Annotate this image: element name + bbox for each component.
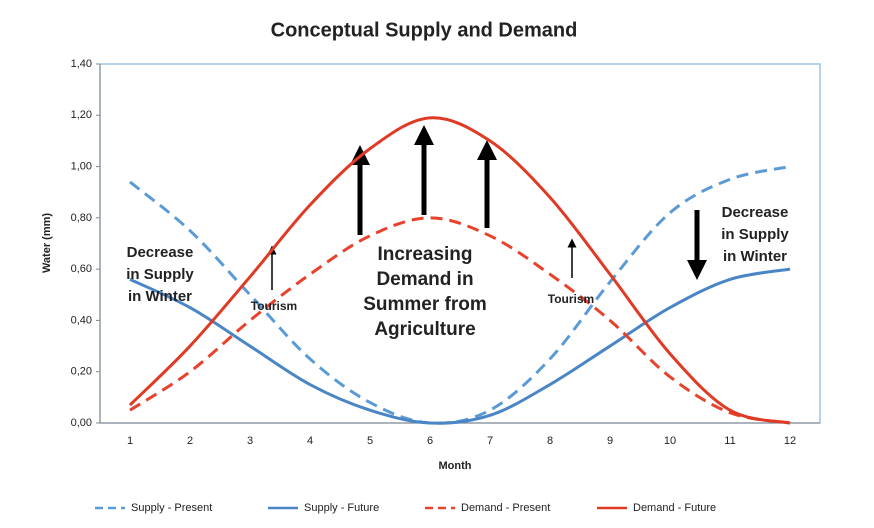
annotation: in Winter xyxy=(128,288,192,305)
x-tick-label: 6 xyxy=(427,435,433,447)
legend-label: Demand - Future xyxy=(633,502,716,514)
arrows xyxy=(267,125,707,290)
annotation: Demand in xyxy=(376,269,473,290)
y-tick-label: 0,60 xyxy=(71,263,92,275)
y-tick-label: 1,20 xyxy=(71,109,92,121)
series-line xyxy=(128,116,791,425)
x-tick-label: 5 xyxy=(367,435,373,447)
y-tick-label: 0,40 xyxy=(71,314,92,326)
x-tick-label: 8 xyxy=(547,435,553,447)
legend-label: Supply - Present xyxy=(131,502,212,514)
y-tick-label: 0,00 xyxy=(71,417,92,429)
annotation: Tourism xyxy=(548,292,594,306)
x-tick-label: 1 xyxy=(127,435,133,447)
annotation: in Supply xyxy=(126,266,194,283)
y-tick-label: 1,40 xyxy=(71,58,92,70)
annotation: Summer from xyxy=(363,294,487,315)
x-tick-label: 7 xyxy=(487,435,493,447)
legend-label: Demand - Present xyxy=(461,502,550,514)
x-tick-label: 11 xyxy=(724,435,735,447)
legend-label: Supply - Future xyxy=(304,502,379,514)
annotation: in Supply xyxy=(721,226,789,243)
annotation: Increasing xyxy=(377,244,472,265)
x-tick-label: 4 xyxy=(307,435,313,447)
annotation: Tourism xyxy=(251,299,297,313)
y-axis-label: Water (mm) xyxy=(41,213,53,273)
y-tick-label: 0,20 xyxy=(71,366,92,378)
x-axis-label: Month xyxy=(439,460,472,472)
x-tick-label: 9 xyxy=(607,435,613,447)
y-tick-label: 0,80 xyxy=(71,212,92,224)
annotation: Decrease xyxy=(127,244,194,261)
series-line xyxy=(129,267,791,425)
annotation: Agriculture xyxy=(374,319,475,340)
annotation: in Winter xyxy=(723,248,787,265)
x-tick-label: 10 xyxy=(664,435,676,447)
x-tick-label: 12 xyxy=(784,435,796,447)
y-tick-label: 1,00 xyxy=(71,160,92,172)
annotation: Decrease xyxy=(722,204,789,221)
x-tick-label: 3 xyxy=(247,435,253,447)
chart-title: Conceptual Supply and Demand xyxy=(271,19,578,41)
x-tick-label: 2 xyxy=(187,435,193,447)
series-line xyxy=(129,216,791,425)
